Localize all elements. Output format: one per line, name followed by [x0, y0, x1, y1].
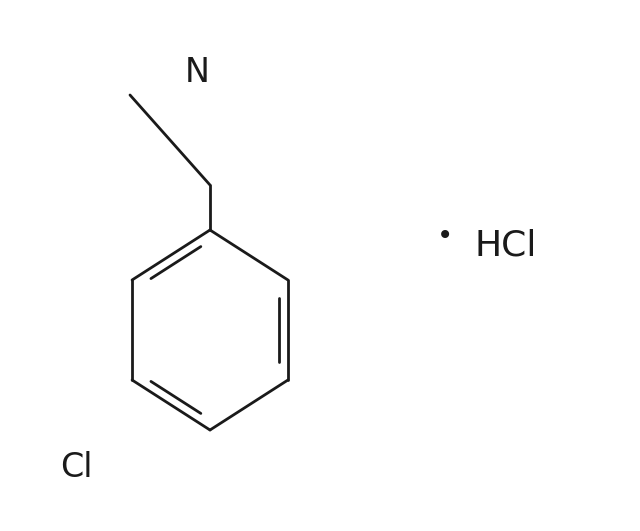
Text: N: N — [184, 56, 209, 89]
Text: Cl: Cl — [60, 451, 93, 484]
Text: HCl: HCl — [475, 229, 538, 263]
Text: •: • — [437, 222, 453, 250]
